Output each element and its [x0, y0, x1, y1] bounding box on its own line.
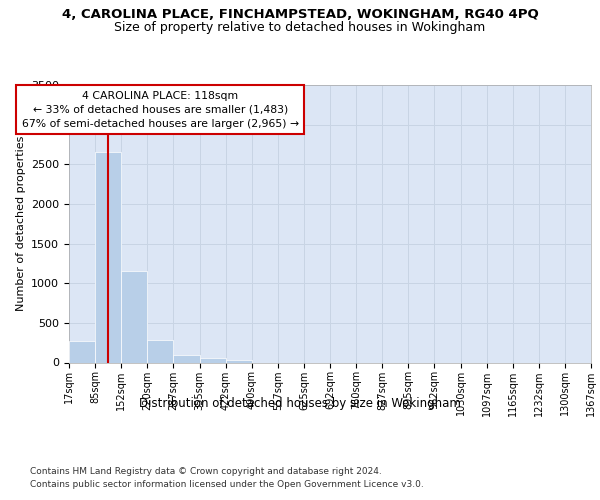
Bar: [200, 358, 226, 362]
Bar: [173, 356, 200, 362]
Text: 4, CAROLINA PLACE, FINCHAMPSTEAD, WOKINGHAM, RG40 4PQ: 4, CAROLINA PLACE, FINCHAMPSTEAD, WOKING…: [62, 8, 538, 20]
Text: 4 CAROLINA PLACE: 118sqm
← 33% of detached houses are smaller (1,483)
67% of sem: 4 CAROLINA PLACE: 118sqm ← 33% of detach…: [22, 90, 299, 128]
Bar: [226, 360, 252, 362]
Text: Contains public sector information licensed under the Open Government Licence v3: Contains public sector information licen…: [30, 480, 424, 489]
Bar: [95, 152, 121, 362]
Bar: [148, 340, 173, 362]
Text: Distribution of detached houses by size in Wokingham: Distribution of detached houses by size …: [139, 398, 461, 410]
Y-axis label: Number of detached properties: Number of detached properties: [16, 136, 26, 312]
Text: Size of property relative to detached houses in Wokingham: Size of property relative to detached ho…: [115, 21, 485, 34]
Bar: [69, 341, 95, 362]
Text: Contains HM Land Registry data © Crown copyright and database right 2024.: Contains HM Land Registry data © Crown c…: [30, 467, 382, 476]
Bar: [121, 272, 148, 362]
